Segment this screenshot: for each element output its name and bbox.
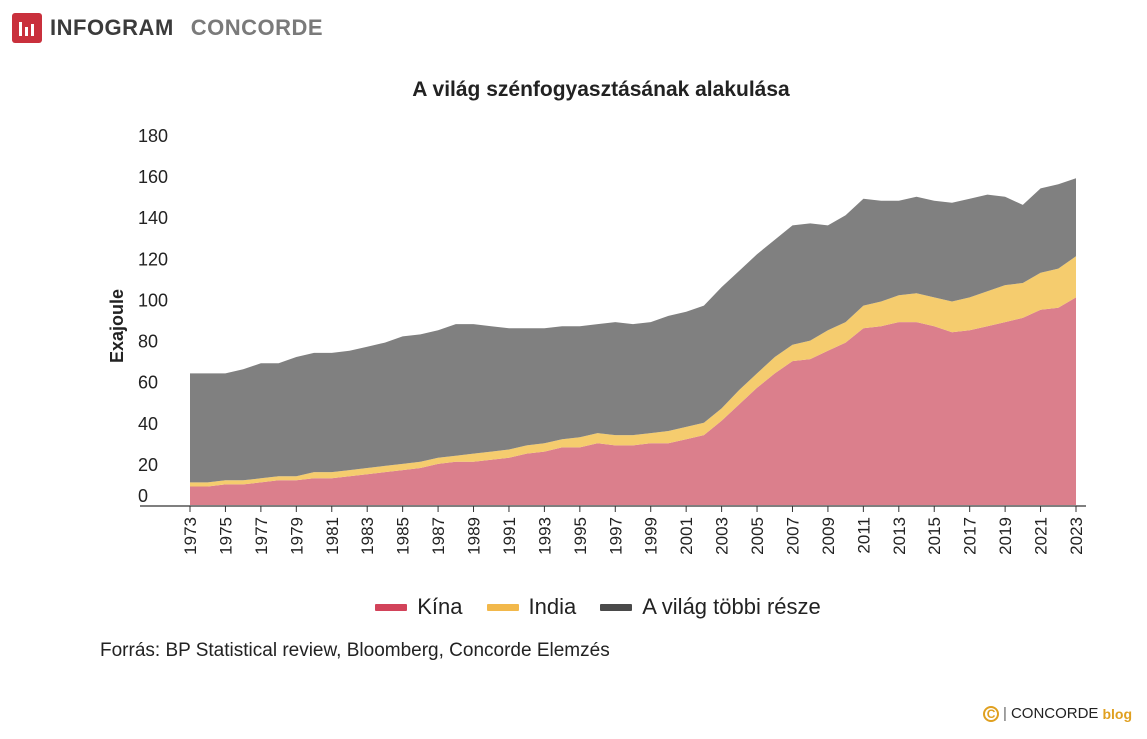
x-tick-label: 2013	[890, 517, 909, 555]
y-tick-label: 160	[138, 167, 168, 187]
y-tick-label: 80	[138, 332, 158, 352]
x-tick-label: 1981	[323, 517, 342, 555]
legend-item-kina[interactable]: Kína	[375, 594, 463, 620]
x-tick-label: 2023	[1067, 517, 1086, 555]
x-tick-label: 1991	[500, 517, 519, 555]
x-tick-label: 2011	[854, 517, 873, 554]
partner-name: CONCORDE	[190, 15, 324, 40]
x-tick-label: 1973	[181, 517, 200, 555]
legend-label-rest-of-world: A világ többi része	[642, 594, 821, 619]
source-note: Forrás: BP Statistical review, Bloomberg…	[100, 640, 610, 661]
x-tick-label: 1993	[535, 517, 554, 555]
chart-title: A világ szénfogyasztásának alakulása	[412, 78, 790, 101]
x-tick-label: 1995	[571, 517, 590, 555]
x-tick-label: 1975	[216, 517, 235, 555]
x-tick-label: 1987	[429, 517, 448, 555]
y-tick-label: 120	[138, 249, 168, 269]
y-axis-label: Exajoule	[107, 289, 127, 363]
x-tick-label: 2021	[1032, 517, 1051, 555]
y-tick-label: 0	[138, 486, 148, 506]
legend-swatch-kina	[375, 603, 408, 611]
x-tick-label: 1999	[642, 517, 661, 555]
legend-swatch-india	[486, 603, 519, 611]
x-tick-label: 2005	[748, 517, 767, 555]
concorde-c-icon: C	[983, 705, 1000, 722]
y-tick-label: 20	[138, 455, 158, 475]
x-tick-label: 2007	[784, 517, 803, 555]
legend-swatch-rest-of-world	[600, 603, 633, 611]
chart-legend: Kína India A világ többi része	[0, 594, 1147, 620]
x-tick-label: 1997	[606, 517, 625, 555]
x-tick-label: 1985	[394, 517, 413, 555]
x-tick-label: 2017	[961, 517, 980, 555]
y-tick-label: 60	[138, 373, 158, 393]
footer-separator: |	[1003, 705, 1007, 722]
y-tick-label: 140	[138, 208, 168, 228]
area-series-2[interactable]	[190, 178, 1076, 483]
x-tick-label: 1979	[287, 517, 306, 555]
y-tick-label: 100	[138, 290, 168, 310]
legend-item-india[interactable]: India	[486, 594, 577, 620]
x-tick-label: 1977	[252, 517, 271, 555]
x-tick-label: 2003	[713, 517, 732, 555]
footer-brand: CONCORDE	[1010, 705, 1099, 722]
infogram-header: INFOGRAM CONCORDE	[12, 12, 323, 44]
x-tick-label: 1983	[358, 517, 377, 555]
area-series-0[interactable]	[190, 297, 1076, 505]
x-tick-label: 2015	[925, 517, 944, 555]
x-tick-label: 2019	[996, 517, 1015, 555]
concorde-blog-logo: C | CONCORDE blog	[983, 705, 1132, 722]
x-tick-label: 2001	[677, 517, 696, 555]
y-tick-label: 40	[138, 414, 158, 434]
area-series-1[interactable]	[190, 256, 1076, 487]
brand-name: INFOGRAM	[50, 15, 174, 40]
y-tick-label: 180	[138, 126, 168, 146]
chart-axes: 0 20 40 60 80 100 120 140 160 180 1973 1975 1977 1979…	[138, 126, 1086, 555]
x-tick-label: 2009	[819, 517, 838, 555]
chart-areas	[190, 178, 1076, 505]
legend-label-kina: Kína	[417, 594, 463, 619]
x-tick-label: 1989	[465, 517, 484, 555]
footer-blog-suffix: blog	[1102, 705, 1132, 722]
infogram-logo-icon	[12, 13, 42, 43]
legend-item-rest-of-world[interactable]: A világ többi része	[600, 594, 821, 620]
legend-label-india: India	[528, 594, 577, 619]
